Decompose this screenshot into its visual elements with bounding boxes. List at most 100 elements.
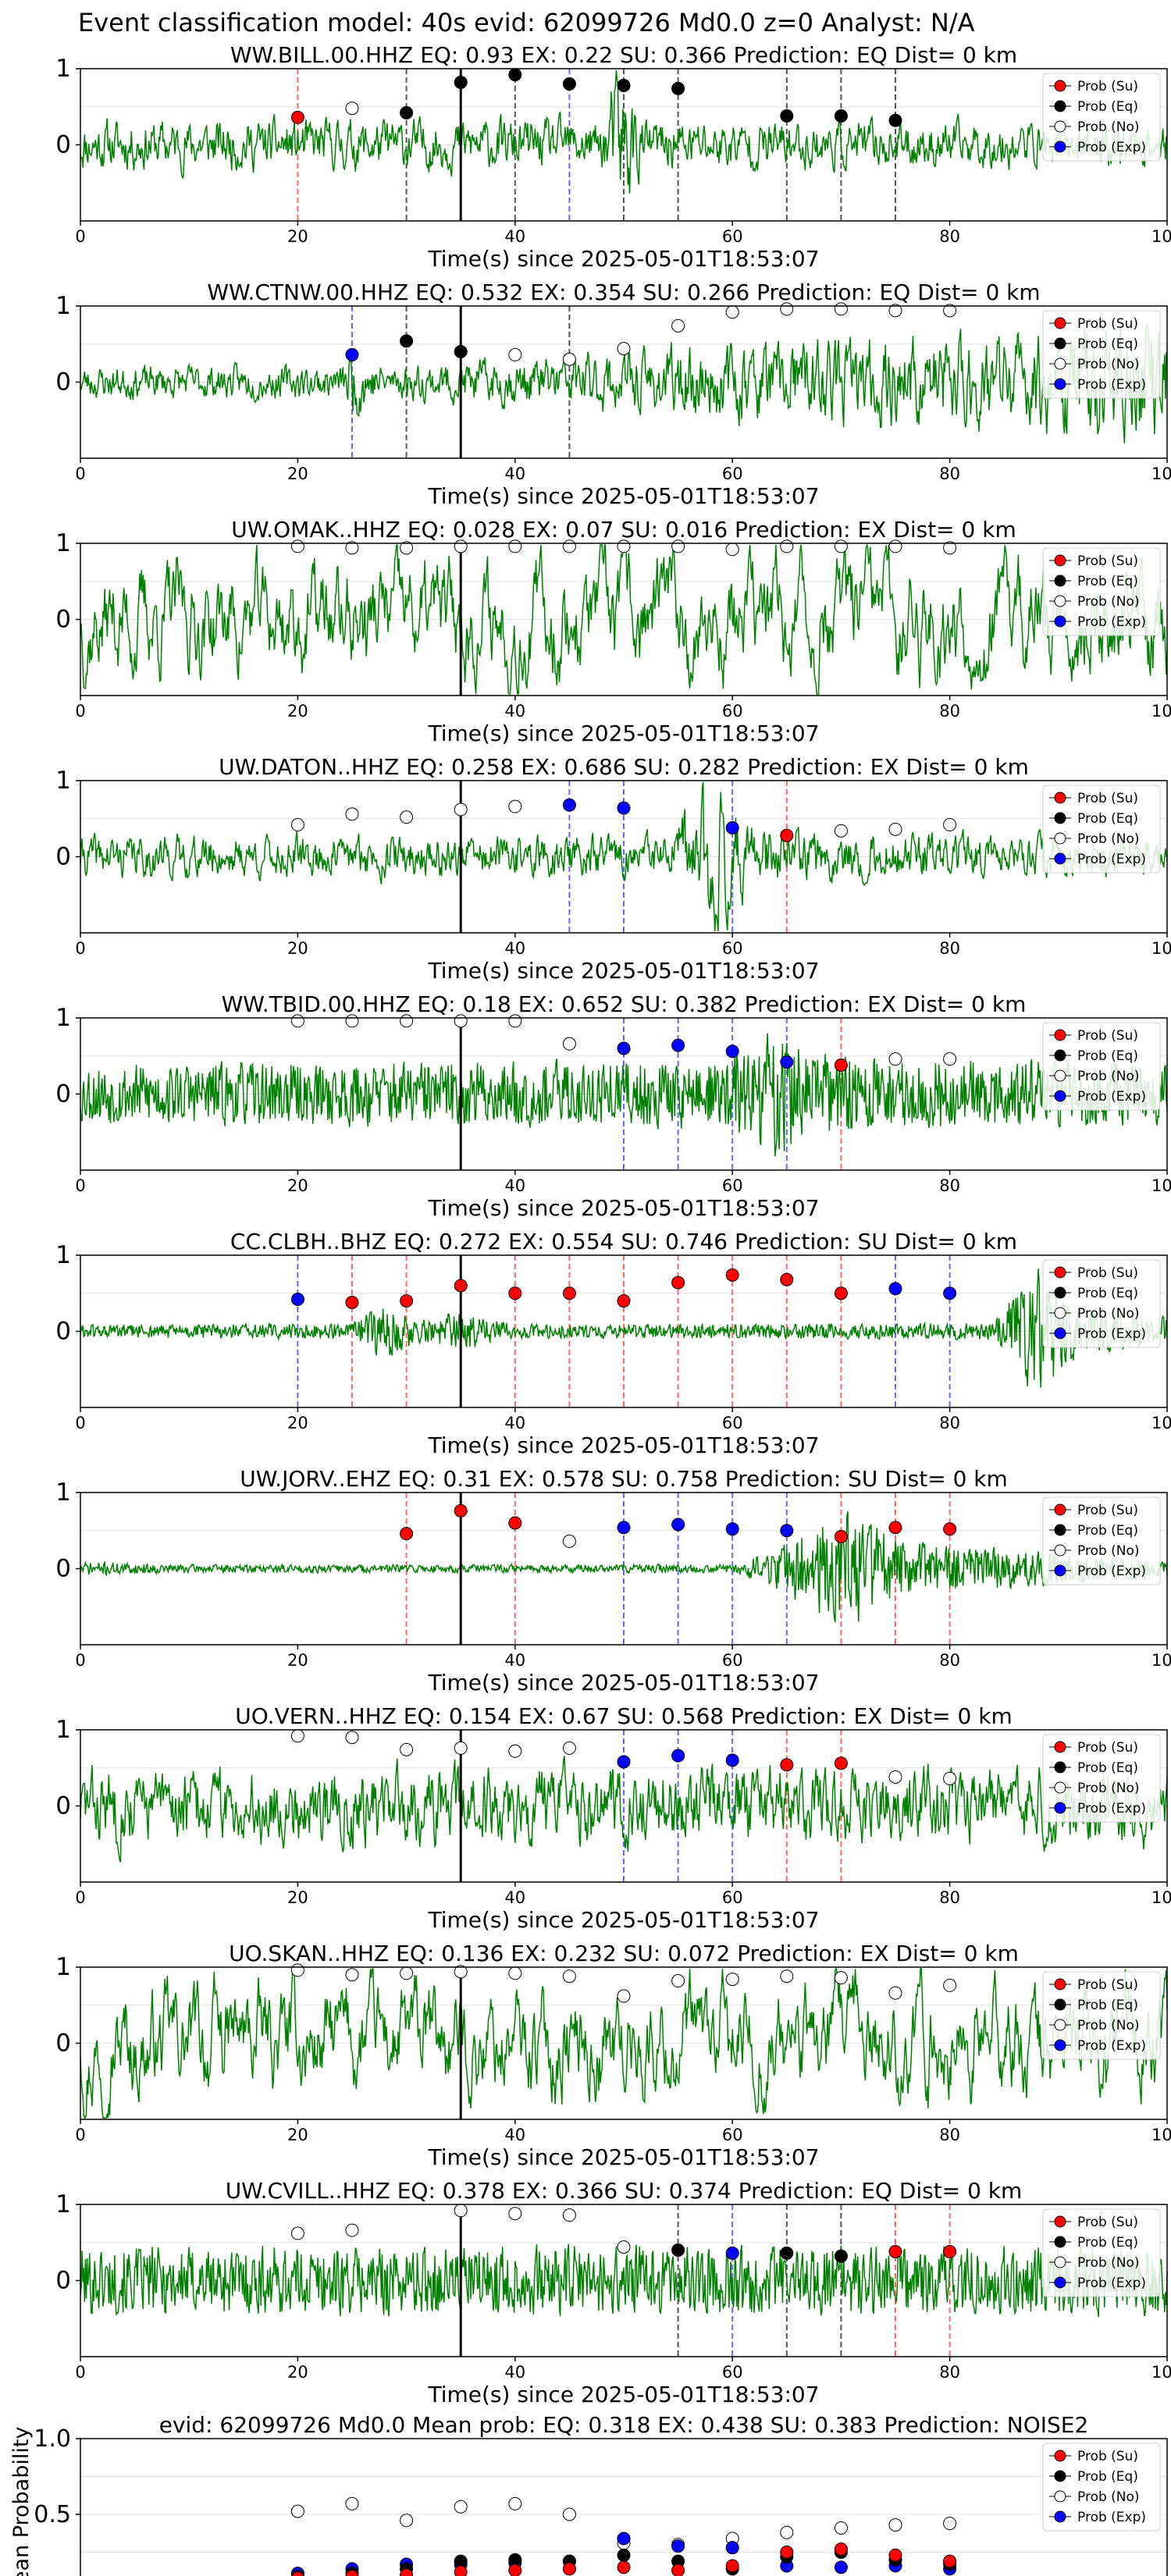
mean-marker-su [291,2571,304,2576]
x-axis-label: Time(s) since 2025-05-01T18:53:07 [427,1195,819,1221]
prob-marker-su [671,1276,685,1290]
legend-marker-ex [1054,615,1066,628]
legend-label-su: Prob (Su) [1077,316,1138,332]
mean-marker-su [888,2548,902,2562]
prob-marker-su [345,1295,359,1309]
x-tick-label: 80 [939,1414,960,1432]
prob-marker-ex [780,1524,794,1538]
x-tick-label: 0 [75,1888,85,1907]
x-tick-label: 100 [1151,1651,1171,1670]
prob-marker-ex [780,1055,794,1069]
prob-marker-no [345,807,359,821]
x-tick-label: 100 [1151,2126,1171,2144]
prob-marker-su [888,1521,902,1535]
x-tick-label: 0 [75,464,85,483]
x-axis-label: Time(s) since 2025-05-01T18:53:07 [427,2144,819,2170]
x-tick-label: 40 [504,2126,525,2144]
prob-marker-no [888,1052,902,1066]
mean-marker-no [290,2504,304,2518]
y-tick-label: 1 [55,1953,71,1981]
prob-marker-su [780,1758,794,1772]
legend-marker-ex [1054,852,1066,865]
prob-marker-no [508,1966,522,1980]
station-panel-WW.CTNW.00.HHZ: 01020406080100WW.CTNW.00.HHZ EQ: 0.532 E… [55,279,1171,509]
prob-marker-ex [617,1521,631,1535]
legend-label-ex: Prob (Exp) [1077,1089,1146,1105]
x-tick-label: 20 [287,464,308,483]
legend-marker-no [1054,1781,1066,1794]
prob-marker-eq [454,76,468,90]
legend-label-eq: Prob (Eq) [1077,1998,1138,2013]
legend-marker-eq [1054,100,1066,112]
legend-box [1042,2443,1161,2532]
x-axis-label: Time(s) since 2025-05-01T18:53:07 [427,1907,819,1933]
y-axis-label: Mean Probability [9,2427,34,2576]
mean-marker-no [888,2518,902,2532]
prob-marker-su [943,2244,957,2258]
mean-marker-ex [617,2532,631,2546]
x-tick-label: 0 [75,2126,85,2144]
y-tick-label: 0.5 [34,2501,71,2528]
waveform-trace [80,781,1168,932]
prob-marker-no [345,1731,359,1745]
y-tick-label: 1 [55,767,71,795]
x-tick-label: 80 [939,702,960,720]
mean-marker-ex [671,2539,685,2553]
x-tick-label: 0 [75,1651,85,1670]
x-tick-label: 100 [1151,2363,1171,2382]
prob-marker-no [508,1744,522,1758]
legend-marker-eq [1054,337,1066,350]
legend-label-su: Prob (Su) [1077,791,1138,806]
prob-marker-ex [617,801,631,815]
prob-marker-no [943,1771,957,1785]
panel-title: UW.CVILL..HHZ EQ: 0.378 EX: 0.366 SU: 0.… [226,2178,1023,2204]
waveform-trace [80,2243,1168,2318]
x-tick-label: 20 [287,2363,308,2382]
prob-marker-no [888,304,902,318]
legend-label-eq: Prob (Eq) [1077,99,1138,115]
x-axis-label: Time(s) since 2025-05-01T18:53:07 [427,2382,819,2407]
x-tick-label: 80 [939,227,960,246]
x-axis-label: Time(s) since 2025-05-01T18:53:07 [427,1670,819,1695]
prob-marker-ex [725,1753,739,1767]
panel-title: UW.DATON..HHZ EQ: 0.258 EX: 0.686 SU: 0.… [219,754,1029,780]
legend-marker-su [1054,2450,1066,2462]
waveform-trace [80,69,1168,194]
x-tick-label: 20 [287,939,308,958]
station-panel-UO.SKAN..HHZ: 01020406080100UO.SKAN..HHZ EQ: 0.136 EX:… [55,1941,1171,2170]
x-tick-label: 80 [939,1651,960,1670]
prob-marker-su [290,110,304,124]
x-tick-label: 100 [1151,227,1171,246]
waveform-trace [80,323,1168,443]
legend-box [1042,73,1161,162]
x-tick-label: 80 [939,464,960,483]
y-tick-label: 0 [55,1318,71,1346]
legend-label-su: Prob (Su) [1077,1503,1138,1518]
x-tick-label: 60 [722,2126,743,2144]
x-tick-label: 60 [722,939,743,958]
legend-marker-eq [1054,1049,1066,1062]
prob-marker-no [345,1968,359,1982]
legend-box [1042,1971,1161,2060]
legend-marker-ex [1054,1564,1066,1577]
prob-marker-ex [617,1041,631,1055]
x-tick-label: 60 [722,1888,743,1907]
mean-marker-su [834,2542,848,2556]
panel-title: UO.SKAN..HHZ EQ: 0.136 EX: 0.232 SU: 0.0… [229,1941,1019,1966]
prob-marker-no [562,352,576,366]
mean-marker-eq [617,2548,631,2562]
legend-label-ex: Prob (Exp) [1077,2275,1146,2291]
mean-marker-no [508,2496,522,2510]
prob-marker-su [834,1530,848,1544]
prob-marker-eq [888,113,902,127]
legend-marker-su [1054,1503,1066,1516]
legend-label-su: Prob (Su) [1077,1977,1138,1993]
prob-marker-su [400,1294,414,1308]
prob-marker-no [454,1741,468,1755]
prob-marker-no [400,541,414,555]
y-tick-label: 1 [55,1004,71,1032]
x-tick-label: 80 [939,939,960,958]
waveform-trace [80,1967,1168,2119]
legend-marker-eq [1054,1998,1066,2011]
prob-marker-eq [780,109,794,123]
